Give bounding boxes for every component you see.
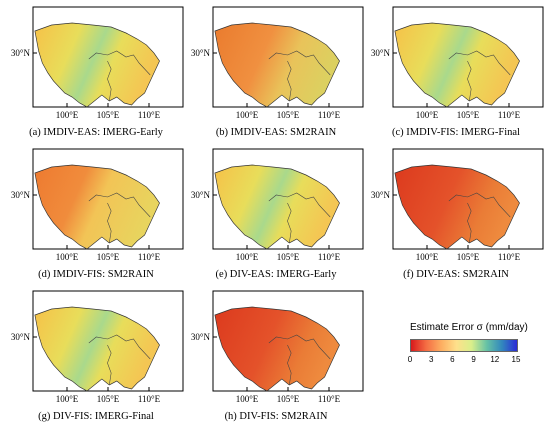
province-boundary bbox=[268, 50, 331, 102]
map-svg: 30°N 100°E 105°E 110°E bbox=[11, 290, 184, 404]
lon-label: 100°E bbox=[416, 252, 439, 262]
panel-caption: (g) DIV-FIS: IMERG-Final bbox=[38, 411, 154, 422]
map-svg: 30°N 100°E 105°E 110°E bbox=[11, 148, 184, 262]
lon-label: 110°E bbox=[318, 394, 341, 404]
lon-label: 105°E bbox=[457, 252, 480, 262]
lon-label: 100°E bbox=[236, 110, 259, 120]
panel-caption: (f) DIV-EAS: SM2RAIN bbox=[403, 269, 509, 280]
map-svg: 30°N 100°E 105°E 110°E bbox=[371, 6, 544, 120]
map-panel: 30°N 100°E 105°E 110°E (d) IMDIV-FIS: SM2RAI… bbox=[5, 147, 187, 283]
province-boundary bbox=[448, 50, 511, 102]
map-panel: 30°N 100°E 105°E 110°E (h) DIV-FIS: SM2RAIN bbox=[185, 289, 367, 425]
province-boundary bbox=[268, 192, 331, 244]
map-panel: 30°N 100°E 105°E 110°E (g) DIV-FIS: IMERG-Fi… bbox=[5, 289, 187, 425]
study-region bbox=[214, 22, 340, 108]
map-panel: 30°N 100°E 105°E 110°E (c) IMDIV-FIS: IMERG-… bbox=[365, 5, 547, 141]
lon-label: 110°E bbox=[318, 110, 341, 120]
lon-label: 105°E bbox=[277, 252, 300, 262]
lon-label: 110°E bbox=[138, 252, 161, 262]
province-boundary bbox=[88, 334, 151, 386]
colorbar-tick-label: 12 bbox=[490, 355, 500, 364]
lon-label: 105°E bbox=[457, 110, 480, 120]
panel-caption: (e) DIV-EAS: IMERG-Early bbox=[215, 269, 337, 280]
lon-label: 100°E bbox=[236, 252, 259, 262]
colorbar bbox=[410, 339, 518, 352]
lon-label: 100°E bbox=[56, 252, 79, 262]
study-region bbox=[214, 306, 340, 392]
study-region bbox=[34, 306, 160, 392]
lon-label: 105°E bbox=[97, 394, 120, 404]
map-svg: 30°N 100°E 105°E 110°E bbox=[191, 148, 364, 262]
map-svg: 30°N 100°E 105°E 110°E bbox=[371, 148, 544, 262]
colorbar-tick-label: 3 bbox=[428, 355, 434, 364]
lat-label: 30°N bbox=[371, 48, 391, 58]
province-boundary bbox=[268, 334, 331, 386]
lon-label: 110°E bbox=[498, 252, 521, 262]
map-panel: 30°N 100°E 105°E 110°E (b) IMDIV-EAS: SM2RAI… bbox=[185, 5, 367, 141]
lon-label: 105°E bbox=[97, 252, 120, 262]
colorbar-tick-label: 9 bbox=[471, 355, 476, 364]
lon-label: 110°E bbox=[318, 252, 341, 262]
map-svg: 30°N 100°E 105°E 110°E bbox=[191, 290, 364, 404]
province-boundary bbox=[448, 192, 511, 244]
lat-label: 30°N bbox=[371, 190, 391, 200]
panel-caption: (h) DIV-FIS: SM2RAIN bbox=[224, 411, 328, 422]
panel-caption: (c) IMDIV-FIS: IMERG-Final bbox=[392, 127, 520, 138]
panel-caption: (a) IMDIV-EAS: IMERG-Early bbox=[29, 127, 163, 138]
study-region bbox=[394, 164, 520, 250]
colorbar-tick-label: 0 bbox=[407, 355, 413, 364]
lat-label: 30°N bbox=[191, 190, 211, 200]
map-svg: 30°N 100°E 105°E 110°E bbox=[191, 6, 364, 120]
province-boundary bbox=[88, 192, 151, 244]
study-region bbox=[34, 22, 160, 108]
lat-label: 30°N bbox=[11, 48, 31, 58]
study-region bbox=[34, 164, 160, 250]
lon-label: 110°E bbox=[138, 394, 161, 404]
lat-label: 30°N bbox=[11, 190, 31, 200]
map-panel: 30°N 100°E 105°E 110°E (e) DIV-EAS: IMERG-Ea… bbox=[185, 147, 367, 283]
lon-label: 110°E bbox=[138, 110, 161, 120]
lon-label: 105°E bbox=[97, 110, 120, 120]
lon-label: 100°E bbox=[236, 394, 259, 404]
province-boundary bbox=[88, 50, 151, 102]
lon-label: 100°E bbox=[56, 110, 79, 120]
lat-label: 30°N bbox=[191, 48, 211, 58]
lon-label: 105°E bbox=[277, 394, 300, 404]
lat-label: 30°N bbox=[191, 332, 211, 342]
map-svg: 30°N 100°E 105°E 110°E bbox=[11, 6, 184, 120]
legend-title: Estimate Error σ (mm/day) bbox=[410, 322, 528, 333]
lon-label: 100°E bbox=[56, 394, 79, 404]
lat-label: 30°N bbox=[11, 332, 31, 342]
lon-label: 100°E bbox=[416, 110, 439, 120]
colorbar-tick-label: 6 bbox=[450, 355, 455, 364]
lon-label: 105°E bbox=[277, 110, 300, 120]
map-panel: 30°N 100°E 105°E 110°E (f) DIV-EAS: SM2RAIN bbox=[365, 147, 547, 283]
lon-label: 110°E bbox=[498, 110, 521, 120]
study-region bbox=[214, 164, 340, 250]
colorbar-tick-label: 15 bbox=[511, 355, 521, 364]
study-region bbox=[394, 22, 520, 108]
panel-caption: (b) IMDIV-EAS: SM2RAIN bbox=[215, 127, 337, 138]
colorbar-legend: Estimate Error σ (mm/day) 0 3 6 9 12 15 bbox=[380, 322, 550, 372]
panel-caption: (d) IMDIV-FIS: SM2RAIN bbox=[38, 269, 154, 280]
map-panel: 30°N 100°E 105°E 110°E (a) IMDIV-EAS: IMERG-… bbox=[5, 5, 187, 141]
